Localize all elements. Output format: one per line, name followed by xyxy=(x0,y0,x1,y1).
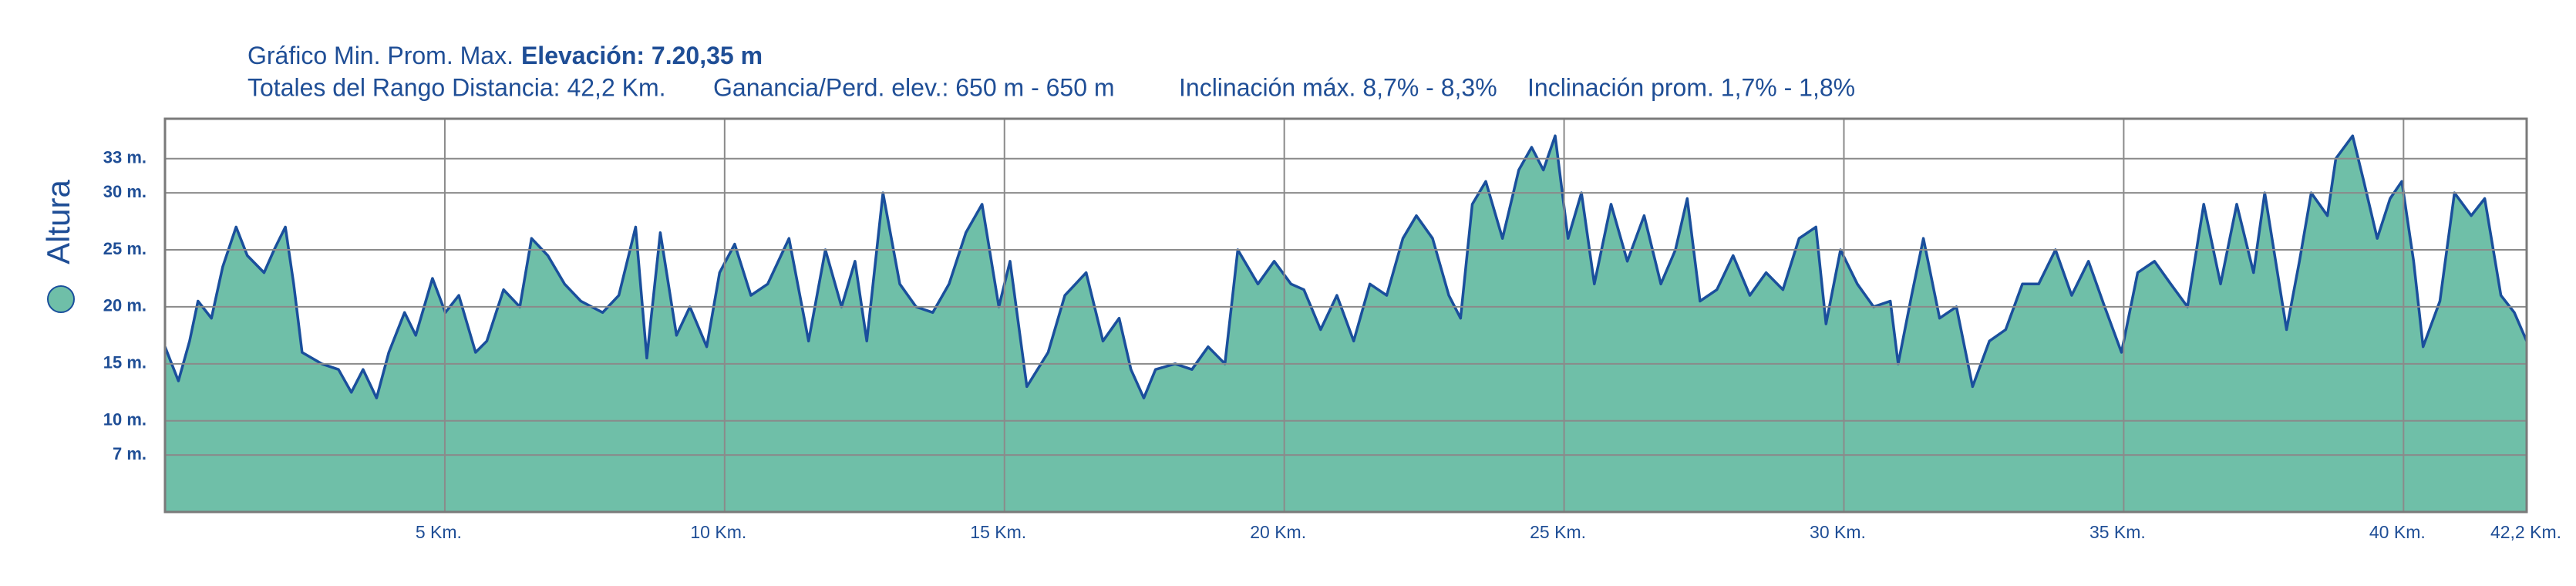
y-tick-label: 10 m. xyxy=(103,410,146,429)
x-tick-label: 35 Km. xyxy=(2089,522,2146,542)
area xyxy=(165,136,2527,512)
chart-title: Gráfico Min. Prom. Max. Elevación: 7.20,3… xyxy=(247,42,763,69)
stat: Totales del Rango Distancia: 42,2 Km. xyxy=(247,73,666,101)
x-tick-label: 20 Km. xyxy=(1250,522,1306,542)
stat: Inclinación prom. 1,7% - 1,8% xyxy=(1527,73,1855,101)
x-tick-label: 10 Km. xyxy=(690,522,746,542)
y-tick-label: 30 m. xyxy=(103,182,146,201)
y-tick-label: 33 m. xyxy=(103,148,146,167)
x-tick-label: 42,2 Km. xyxy=(2490,522,2561,542)
x-tick-label: 40 Km. xyxy=(2369,522,2426,542)
x-tick-label: 15 Km. xyxy=(970,522,1026,542)
title-text: Gráfico Min. Prom. Max. xyxy=(247,42,514,69)
stat: Inclinación máx. 8,7% - 8,3% xyxy=(1179,73,1497,101)
y-tick-label: 7 m. xyxy=(113,444,146,463)
x-tick-label: 5 Km. xyxy=(416,522,462,542)
y-tick-label: 25 m. xyxy=(103,239,146,258)
stat: Ganancia/Perd. elev.: 650 m - 650 m xyxy=(713,73,1115,101)
y-tick-label: 15 m. xyxy=(103,353,146,372)
x-tick-label: 25 Km. xyxy=(1530,522,1586,542)
legend-marker xyxy=(47,285,75,313)
title-bold: Elevación: 7.20,35 m xyxy=(521,42,763,69)
y-tick-label: 20 m. xyxy=(103,296,146,315)
x-tick-label: 30 Km. xyxy=(1810,522,1866,542)
y-axis-label: Altura xyxy=(40,180,76,264)
line xyxy=(163,134,2528,399)
plot-frame xyxy=(163,117,2528,514)
